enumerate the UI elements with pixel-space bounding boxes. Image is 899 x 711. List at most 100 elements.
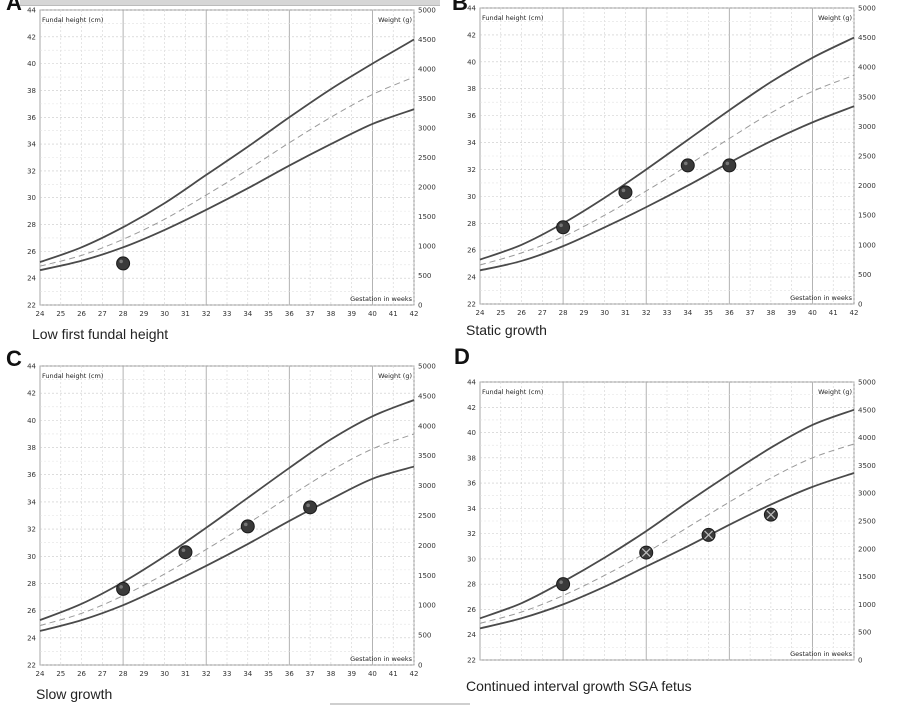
- x-axis-title: Gestation in weeks: [350, 655, 413, 663]
- measurement-point: [116, 581, 131, 596]
- measurement-point: [556, 220, 571, 235]
- panel-caption: Low first fundal height: [32, 326, 169, 342]
- y2-tick-label: 1000: [418, 243, 436, 251]
- y-tick-label: 30: [27, 553, 36, 561]
- x-axis-title: Gestation in weeks: [790, 294, 853, 302]
- point-cross-mark: [641, 548, 651, 558]
- y-tick-label: 28: [27, 221, 36, 229]
- chart-panel-c: C 22 24 26 28 30 32 34 36 38 40 42 44 0 500 1000 1500 20…: [6, 348, 452, 707]
- x-tick-label: 42: [410, 310, 419, 318]
- y-tick-label: 34: [467, 139, 476, 147]
- x-tick-label: 33: [663, 309, 672, 317]
- centile-line-median: [39, 76, 415, 267]
- growth-chart: 2224262830323436384042440500100015002000…: [467, 379, 876, 665]
- centile-line-median: [479, 74, 855, 266]
- y2-tick-label: 1000: [858, 241, 876, 249]
- y2-tick-label: 500: [418, 632, 431, 640]
- y2-tick-label: 1000: [418, 602, 436, 610]
- y-tick-label: 22: [467, 301, 476, 309]
- y-tick-label: 32: [27, 526, 36, 534]
- y-tick-label: 24: [467, 631, 476, 639]
- y2-tick-label: 0: [418, 302, 422, 310]
- point-highlight: [725, 161, 730, 166]
- y2-tick-label: 2000: [418, 184, 436, 192]
- y2-tick-label: 0: [858, 657, 862, 665]
- y2-tick-label: 2500: [858, 518, 876, 526]
- y2-axis-title: Weight (g): [818, 14, 852, 22]
- y-axis-title: Fundal height (cm): [42, 16, 103, 24]
- y-tick-label: 40: [467, 58, 476, 66]
- y-tick-label: 36: [27, 471, 36, 479]
- x-tick-label: 28: [119, 310, 128, 318]
- y2-tick-label: 0: [418, 662, 422, 670]
- point-highlight: [559, 580, 563, 584]
- y2-tick-label: 4500: [858, 34, 876, 42]
- x-tick-label: 27: [538, 309, 547, 317]
- x-tick-label: 34: [243, 310, 252, 318]
- y2-tick-label: 4500: [418, 36, 436, 44]
- y2-tick-label: 0: [858, 301, 862, 309]
- measurement-point: [680, 158, 695, 173]
- measurement-point: [556, 577, 571, 592]
- x-tick-label: 31: [181, 310, 190, 318]
- y-tick-label: 32: [467, 166, 476, 174]
- top-edge-bar: [20, 0, 440, 6]
- y2-tick-label: 3000: [858, 123, 876, 131]
- centile-line-lower: [39, 108, 415, 272]
- y2-axis-title: Weight (g): [378, 372, 412, 380]
- centile-line-lower: [39, 465, 415, 632]
- x-tick-label: 32: [642, 309, 651, 317]
- y-tick-label: 42: [467, 404, 476, 412]
- x-tick-label: 38: [326, 310, 335, 318]
- y2-tick-label: 3000: [858, 490, 876, 498]
- x-tick-label: 28: [559, 309, 568, 317]
- y-tick-label: 34: [467, 505, 476, 513]
- y-tick-label: 32: [467, 530, 476, 538]
- y2-tick-label: 500: [858, 271, 871, 279]
- centile-line-upper: [479, 36, 855, 261]
- x-tick-label: 32: [202, 670, 211, 678]
- x-tick-label: 37: [306, 670, 315, 678]
- y2-tick-label: 500: [858, 629, 871, 637]
- y-tick-label: 44: [467, 379, 476, 387]
- bottom-edge-bar: [330, 703, 470, 705]
- chart-panel-a: A 22 24 26 28 30 32 34 36 38 40 42 44 0 500 1000 1500 20…: [6, 0, 452, 345]
- y-tick-label: 26: [27, 607, 36, 615]
- y-tick-label: 42: [27, 390, 36, 398]
- x-tick-label: 33: [223, 670, 232, 678]
- x-tick-label: 31: [621, 309, 630, 317]
- growth-chart: 2224262830323436384042440500100015002000…: [27, 7, 436, 319]
- centile-line-median: [479, 443, 855, 624]
- centile-line-median: [39, 433, 415, 627]
- x-tick-label: 42: [410, 670, 419, 678]
- y2-tick-label: 1500: [858, 212, 876, 220]
- y2-tick-label: 3500: [858, 93, 876, 101]
- x-tick-label: 36: [285, 670, 294, 678]
- x-tick-label: 30: [160, 310, 169, 318]
- x-tick-label: 36: [285, 310, 294, 318]
- point-highlight: [119, 259, 123, 264]
- y2-tick-label: 2500: [858, 153, 876, 161]
- x-tick-label: 40: [368, 670, 377, 678]
- y2-tick-label: 1500: [858, 573, 876, 581]
- x-tick-label: 29: [139, 310, 148, 318]
- y-tick-label: 40: [467, 429, 476, 437]
- y-tick-label: 44: [27, 7, 36, 15]
- y2-tick-label: 2500: [418, 154, 436, 162]
- y-tick-label: 40: [27, 417, 36, 425]
- y2-tick-label: 4500: [418, 392, 436, 400]
- x-tick-label: 34: [243, 670, 252, 678]
- y-tick-label: 22: [27, 302, 36, 310]
- y-axis-title: Fundal height (cm): [42, 372, 103, 380]
- y-tick-label: 44: [27, 363, 36, 371]
- x-tick-label: 26: [77, 670, 86, 678]
- measurement-point: [178, 545, 193, 560]
- x-tick-label: 36: [725, 309, 734, 317]
- y2-tick-label: 1500: [418, 572, 436, 580]
- x-tick-label: 25: [56, 670, 65, 678]
- x-tick-label: 35: [264, 310, 273, 318]
- x-tick-label: 37: [306, 310, 315, 318]
- y-tick-label: 24: [27, 275, 36, 283]
- y-axis-title: Fundal height (cm): [482, 14, 543, 22]
- x-tick-label: 32: [202, 310, 211, 318]
